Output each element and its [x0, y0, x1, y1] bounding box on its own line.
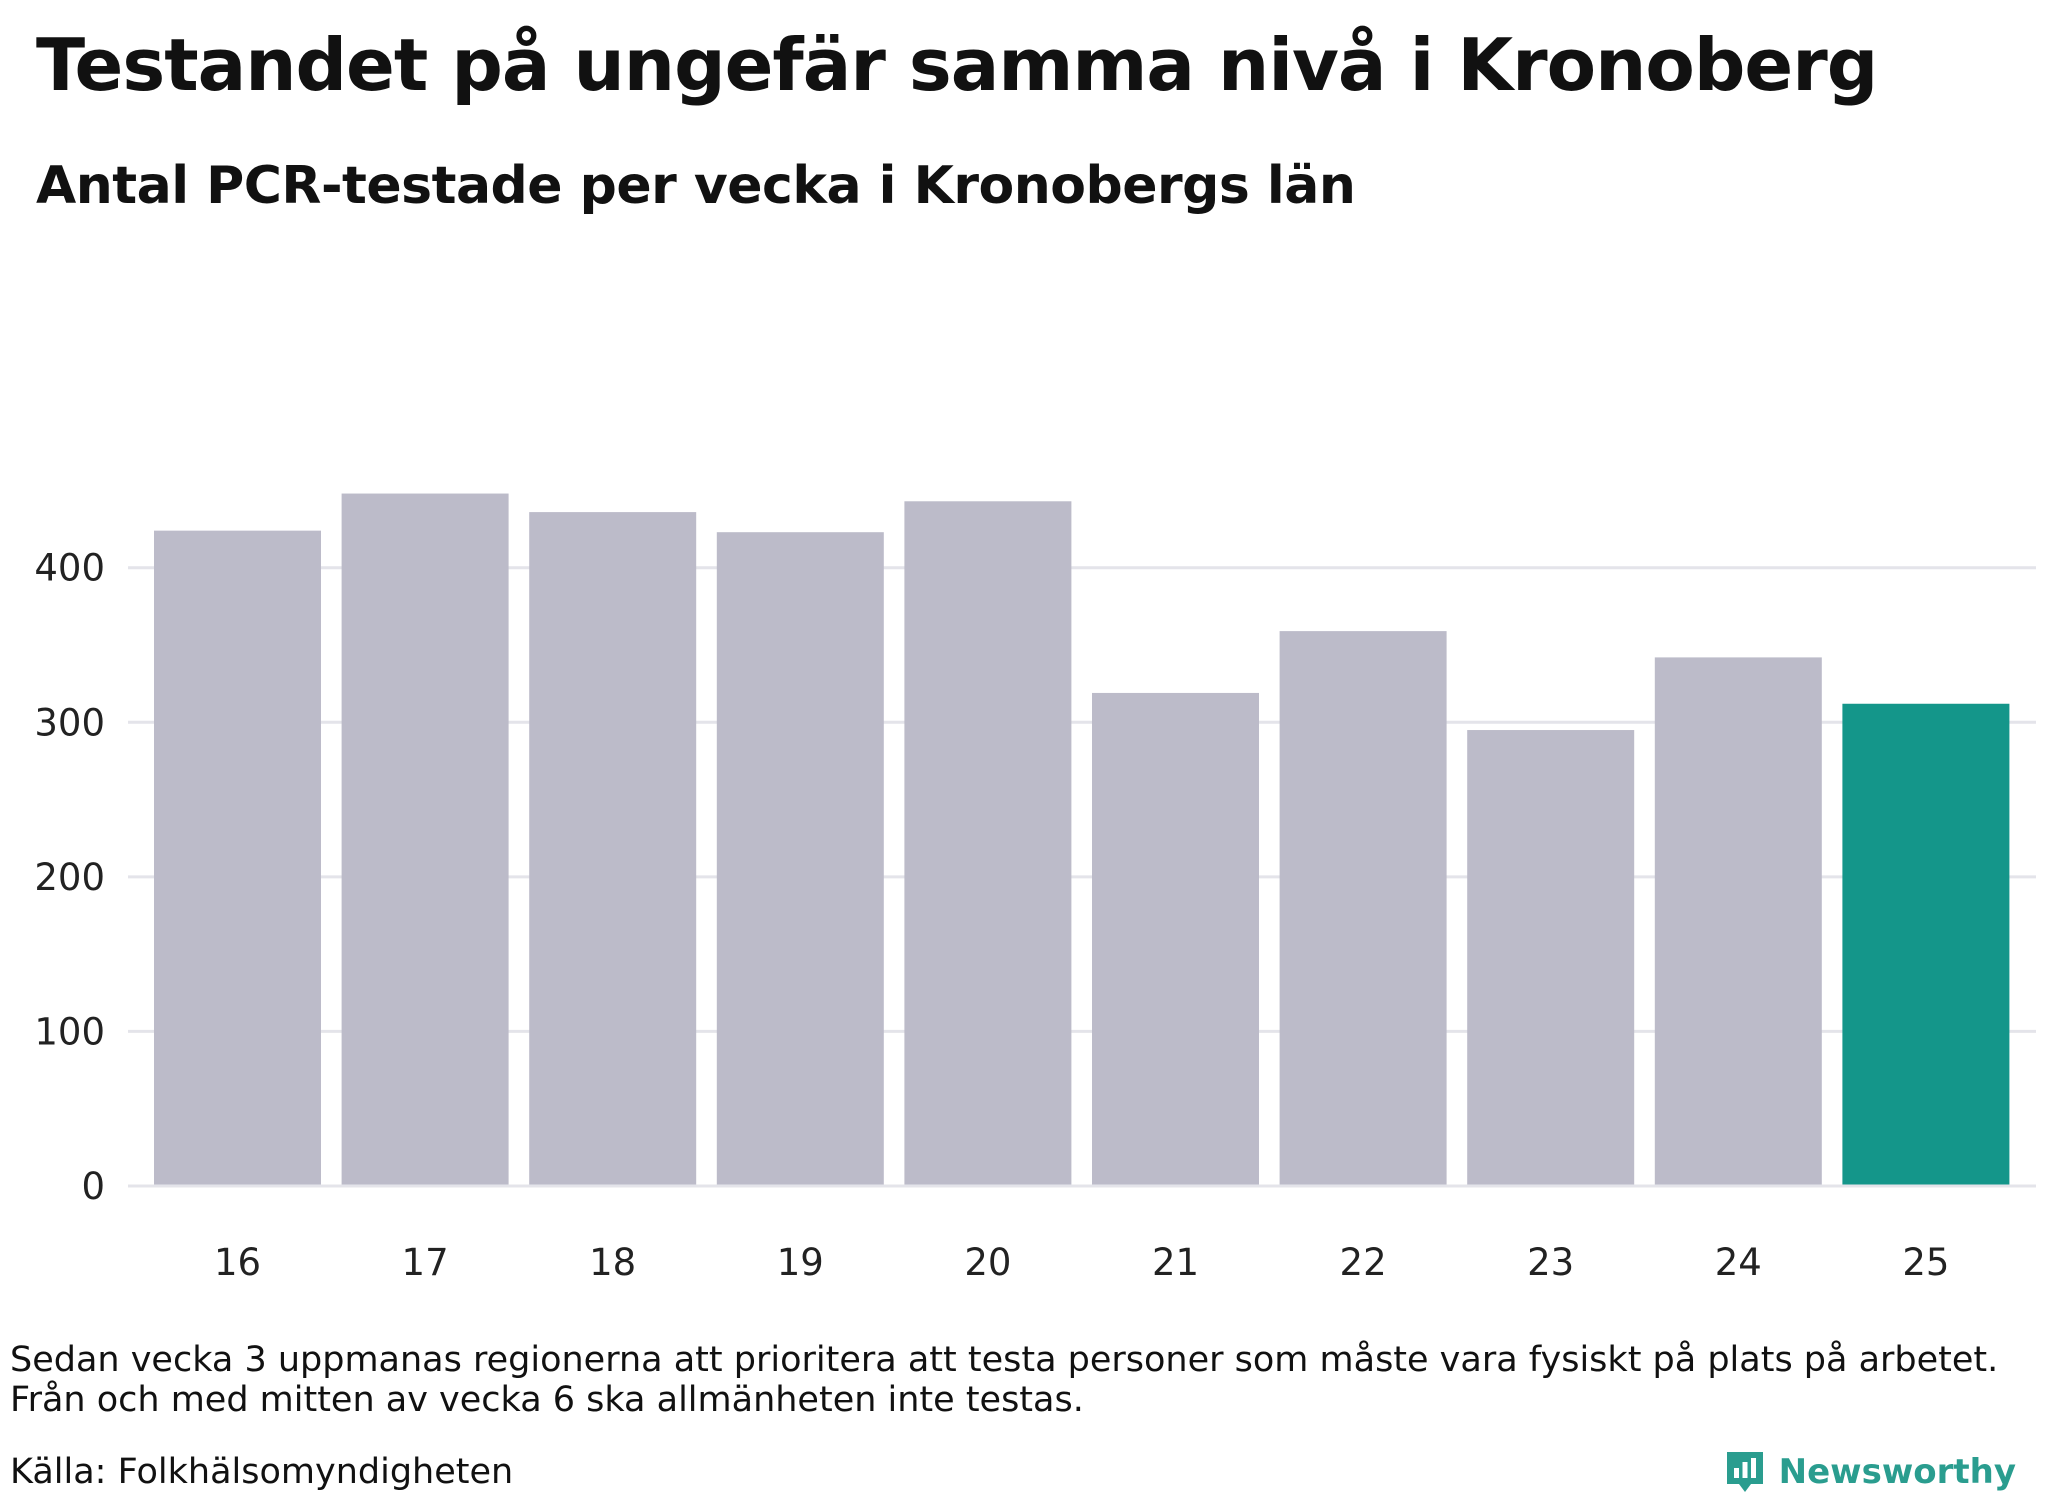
x-tick-label: 25	[1902, 1241, 1949, 1284]
x-tick-label: 17	[402, 1241, 449, 1284]
bar-week-22	[1279, 631, 1447, 1186]
y-tick-label: 0	[81, 1165, 105, 1208]
x-tick-label: 21	[1152, 1241, 1199, 1284]
y-axis-ticks: 0 100 200 300 400	[34, 547, 105, 1208]
chart-title: Testandet på ungefär samma nivå i Kronob…	[36, 23, 1878, 107]
x-tick-label: 16	[214, 1241, 261, 1284]
chart-note: Sedan vecka 3 uppmanas regionerna att pr…	[10, 1340, 2030, 1420]
y-tick-label: 300	[34, 701, 105, 744]
y-tick-label: 400	[34, 547, 105, 590]
bar-week-25	[1842, 703, 2010, 1186]
x-axis-ticks: 16 17 18 19 20 21 22 23 24 25	[214, 1241, 1949, 1284]
y-tick-label: 100	[34, 1010, 105, 1053]
x-tick-label: 23	[1527, 1241, 1574, 1284]
bar-week-20	[904, 501, 1072, 1186]
x-tick-label: 18	[589, 1241, 636, 1284]
bar-chart: 0 100 200 300 400 16 17 18 19 20 21 22 23 24 25	[34, 493, 2036, 1284]
note-line: Från och med mitten av vecka 6 ska allmä…	[10, 1380, 1084, 1420]
newsworthy-logo-icon	[1726, 1452, 1763, 1492]
bar-week-21	[1092, 692, 1259, 1186]
chart-subtitle: Antal PCR-testade per vecka i Kronobergs…	[36, 156, 1356, 216]
x-tick-label: 20	[964, 1241, 1011, 1284]
y-tick-label: 200	[34, 856, 105, 899]
x-tick-label: 24	[1715, 1241, 1762, 1284]
bar-week-17	[341, 493, 509, 1186]
bars	[128, 493, 2036, 1188]
bar-week-23	[1467, 730, 1635, 1186]
brand-name: Newsworthy	[1778, 1452, 2016, 1492]
bar-week-24	[1654, 657, 1822, 1186]
bar-week-19	[716, 532, 884, 1186]
note-line: Sedan vecka 3 uppmanas regionerna att pr…	[10, 1340, 1999, 1380]
x-tick-label: 22	[1340, 1241, 1387, 1284]
brand: Newsworthy	[1723, 1448, 2016, 1496]
bar-week-18	[529, 512, 697, 1186]
bar-week-16	[154, 530, 321, 1186]
x-tick-label: 19	[777, 1241, 824, 1284]
source-text: Källa: Folkhälsomyndigheten	[10, 1452, 514, 1492]
